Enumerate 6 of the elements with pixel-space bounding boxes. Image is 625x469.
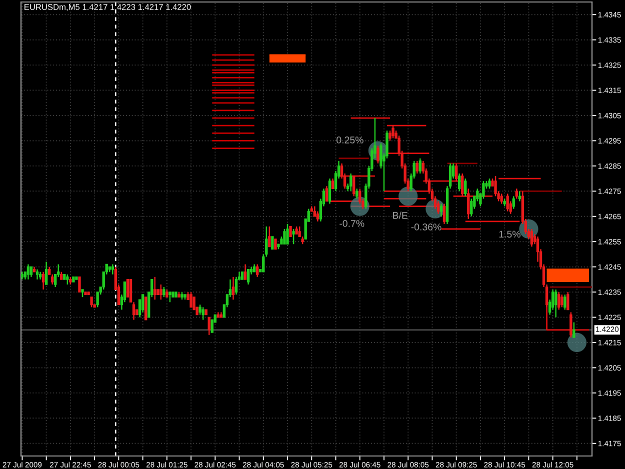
annotation: 0.25% xyxy=(336,136,364,144)
annotation: B/E xyxy=(393,212,408,219)
annotation: 1.5% xyxy=(499,230,520,238)
annotation: -0.36% xyxy=(411,224,442,230)
chart-title: EURUSDm,M5 1.4217 1.4223 1.4217 1.4220 xyxy=(24,4,191,11)
annotation: -0.7% xyxy=(340,220,364,227)
